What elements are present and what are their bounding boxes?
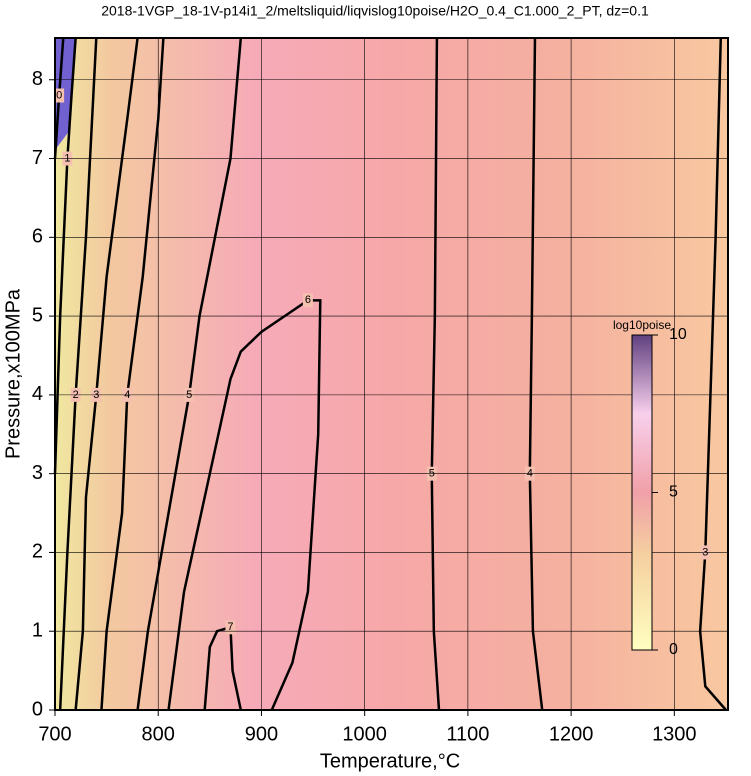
y-tick-label: 4 [32,383,43,405]
x-tick-label: 700 [38,723,71,745]
contour-label-bg [225,620,236,635]
contour-label: 0 [56,89,62,101]
x-tick-label: 1000 [342,723,387,745]
y-tick-label: 8 [32,68,43,90]
y-tick-label: 2 [32,541,43,563]
colorbar-tick-label: 0 [669,641,678,658]
colorbar [631,334,653,651]
colorbar-tick-label: 5 [669,484,678,501]
x-tick-label: 1200 [549,723,594,745]
y-tick-label: 6 [32,226,43,248]
colorbar-tick-label: 10 [669,326,687,343]
x-axis-label: Temperature,°C [320,750,460,772]
x-tick-label: 1300 [652,723,697,745]
contour-line [203,625,243,711]
y-tick-label: 1 [32,620,43,642]
chart-title: 2018-1VGP_18-1V-p14i1_2/meltsliquid/liqv… [101,3,649,19]
y-axis-label: Pressure,x100MPa [2,288,24,459]
colorbar-label: log10poise [613,318,671,332]
x-tick-label: 1100 [446,723,489,745]
x-tick-label: 800 [142,723,175,745]
contour-label-bg [54,88,65,103]
x-tick-label: 900 [245,723,278,745]
contour-label: 6 [305,294,311,306]
y-tick-label: 0 [32,698,43,720]
contour-label: 7 [227,621,233,633]
contour-label-bg [302,293,313,308]
y-tick-label: 3 [32,462,43,484]
plot-frame [54,37,729,711]
plot-background [55,38,728,710]
y-tick-label: 5 [32,304,43,326]
y-tick-label: 7 [32,147,43,169]
